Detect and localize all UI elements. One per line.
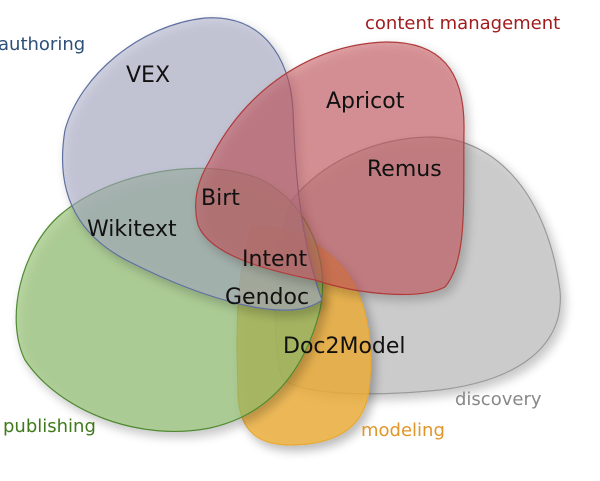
set-label-modeling: modeling (361, 420, 445, 441)
item-label-remus: Remus (367, 157, 442, 182)
item-label-doc2model: Doc2Model (283, 334, 406, 359)
item-label-gendoc: Gendoc (225, 285, 309, 310)
set-label-publishing: publishing (3, 416, 96, 437)
item-label-intent: Intent (242, 247, 308, 272)
set-label-authoring: authoring (0, 34, 85, 55)
set-label-content-management: content management (365, 13, 560, 34)
item-label-apricot: Apricot (326, 89, 405, 114)
item-label-wikitext: Wikitext (87, 217, 177, 242)
item-label-vex: VEX (126, 63, 170, 88)
set-region-content-management (195, 41, 465, 296)
item-label-birt: Birt (201, 186, 240, 211)
set-label-discovery: discovery (455, 389, 542, 410)
